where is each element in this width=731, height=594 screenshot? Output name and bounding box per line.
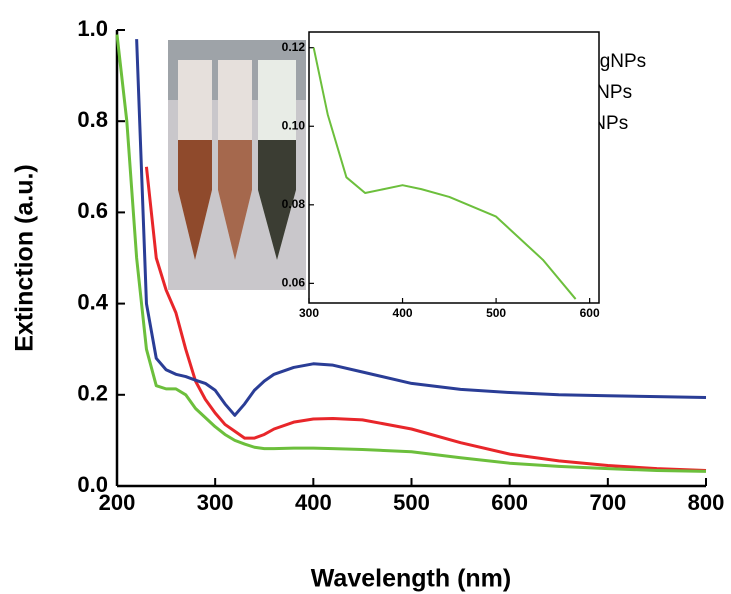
series-line <box>312 47 577 300</box>
y-tick-label: 0.2 <box>77 381 108 406</box>
x-tick-label: 300 <box>299 306 319 320</box>
x-tick-label: 400 <box>295 490 332 515</box>
series-line <box>135 39 707 417</box>
series-line <box>115 34 707 473</box>
x-tick-label: 700 <box>589 490 626 515</box>
y-tick-label: 0.4 <box>77 289 108 314</box>
inset-frame <box>308 31 600 304</box>
x-tick-label: 600 <box>491 490 528 515</box>
y-tick-label: 0.0 <box>77 472 108 497</box>
y-tick-label: 0.6 <box>77 198 108 223</box>
x-tick-label: 500 <box>486 306 506 320</box>
x-axis-title: Wavelength (nm) <box>311 565 511 593</box>
y-tick-label: 0.08 <box>282 197 306 211</box>
y-tick-label: 1.0 <box>77 16 108 41</box>
y-axis-title: Extinction (a.u.) <box>11 164 39 352</box>
y-tick-label: 0.06 <box>282 276 306 290</box>
x-tick-label: 800 <box>688 490 725 515</box>
y-tick-label: 0.10 <box>282 118 306 132</box>
y-tick-label: 0.12 <box>282 40 306 54</box>
x-tick-label: 300 <box>197 490 234 515</box>
x-tick-label: 500 <box>393 490 430 515</box>
y-tick-label: 0.8 <box>77 107 108 132</box>
x-tick-label: 200 <box>99 490 136 515</box>
photo <box>168 40 306 290</box>
x-tick-label: 600 <box>580 306 600 320</box>
series-line <box>144 166 707 472</box>
x-tick-label: 400 <box>393 306 413 320</box>
